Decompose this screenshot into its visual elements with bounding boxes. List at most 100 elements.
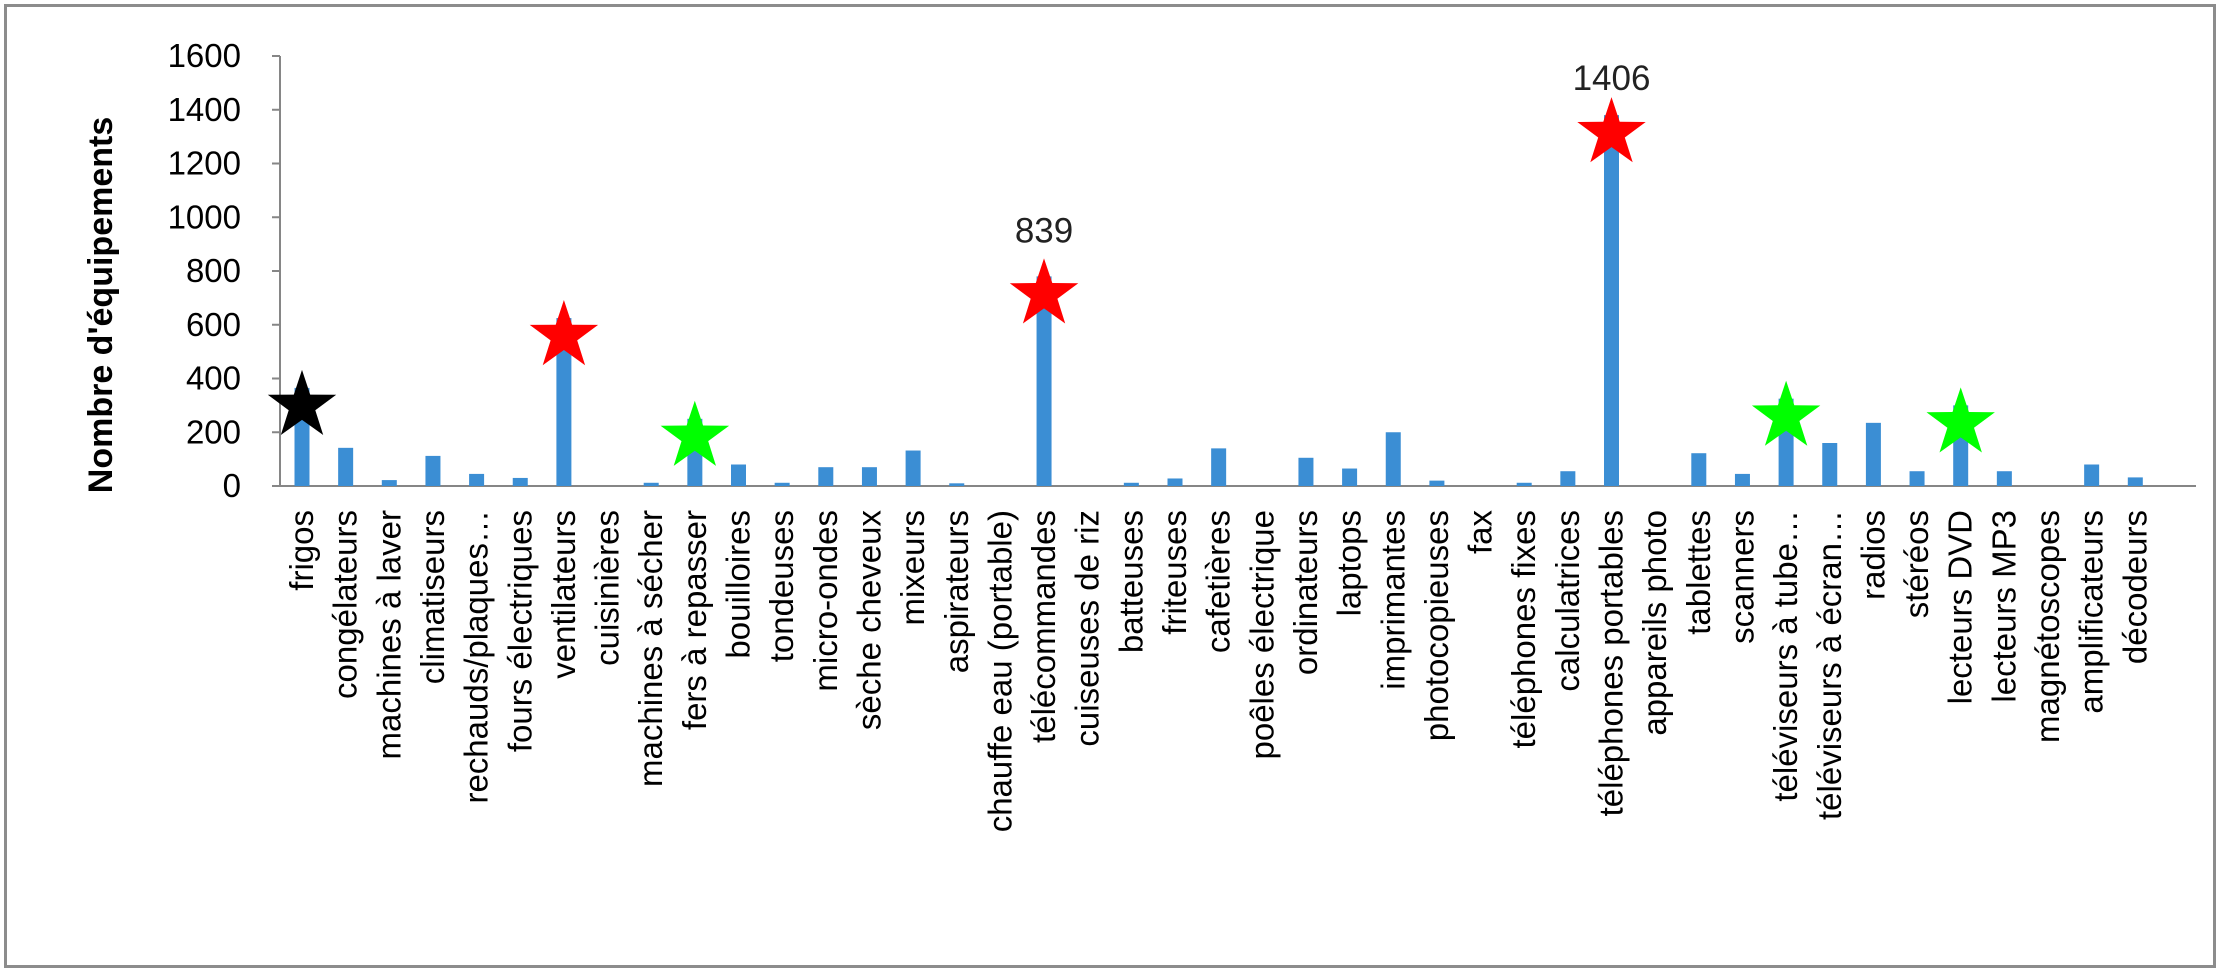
x-tick-label: téléphones fixes [1505, 510, 1542, 749]
x-tick-label: laptops [1331, 510, 1368, 616]
bar [2084, 464, 2100, 486]
bar [1604, 115, 1619, 486]
x-tick-label: friteuses [1156, 510, 1193, 635]
bar [905, 450, 921, 486]
star-marker [529, 300, 599, 366]
y-tick-label: 400 [186, 360, 241, 397]
star-marker [267, 369, 337, 435]
x-tick-label: lecteurs MP3 [1985, 510, 2022, 703]
star-marker [660, 400, 730, 466]
bar [425, 455, 441, 486]
x-tick-label: lecteurs DVD [1942, 510, 1979, 704]
x-tick-label: congélateurs [327, 510, 364, 699]
x-tick-label: téléviseurs à tube… [1767, 510, 1804, 802]
bar [1516, 482, 1532, 486]
x-tick-label: téléphones portables [1593, 510, 1630, 816]
x-tick-label: calculatrices [1549, 510, 1586, 692]
bar [949, 483, 965, 486]
y-tick-label: 800 [186, 252, 241, 289]
x-tick-label: cuisinières [589, 510, 626, 666]
x-tick-label: magnétoscopes [2029, 510, 2066, 743]
y-tick-label: 1000 [168, 198, 241, 235]
x-tick-label: fours électriques [501, 510, 538, 752]
y-axis-title: Nombre d'équipements [82, 117, 120, 493]
y-tick-label: 1200 [168, 145, 241, 182]
x-tick-label: photocopieuses [1418, 510, 1455, 741]
bar [1342, 468, 1358, 486]
x-tick-label: climatiseurs [414, 510, 451, 684]
data-label: 1406 [1573, 59, 1651, 98]
data-label: 839 [1015, 212, 1073, 251]
bar [818, 467, 834, 486]
x-tick-label: cuiseuses de riz [1069, 510, 1106, 747]
bar [381, 480, 397, 486]
bar [338, 447, 354, 486]
bar [1734, 473, 1750, 486]
x-tick-label: frigos [283, 510, 320, 591]
bar [1429, 480, 1445, 486]
y-tick-label: 600 [186, 306, 241, 343]
x-tick-label: stéréos [1898, 510, 1935, 618]
star-marker [1577, 97, 1646, 163]
bar [1211, 448, 1227, 486]
x-tick-label: tondeuses [763, 510, 800, 662]
x-tick-label: tablettes [1680, 510, 1717, 635]
x-tick-label: cafetières [1200, 510, 1237, 653]
x-tick-label: aspirateurs [938, 510, 975, 673]
x-tick-label: décodeurs [2116, 510, 2153, 664]
bar [1298, 457, 1314, 486]
x-tick-label: scanners [1723, 510, 1760, 644]
bar [512, 477, 528, 486]
x-tick-label: machines à sécher [632, 510, 669, 787]
y-tick-label: 1600 [168, 37, 241, 74]
x-tick-label: fax [1462, 510, 1499, 555]
x-tick-label: batteuses [1112, 510, 1149, 653]
bar [1909, 471, 1925, 486]
x-tick-label: machines à laver [370, 510, 407, 759]
x-tick-label: ordinateurs [1287, 510, 1324, 675]
bar [1167, 478, 1183, 486]
bar [1560, 471, 1576, 486]
bar [1691, 453, 1707, 486]
x-tick-label: télécommandes [1025, 510, 1062, 743]
bar [774, 482, 790, 486]
x-tick-label: rechauds/plaques… [458, 510, 495, 804]
x-tick-label: micro-ondes [807, 510, 844, 692]
x-tick-label: ventilateurs [545, 510, 582, 679]
x-axis-labels: frigos congélateurs machines à laver climat… [283, 510, 2153, 833]
bar [861, 467, 877, 486]
x-tick-label: bouilloires [720, 510, 757, 659]
x-tick-label: mixeurs [894, 510, 931, 626]
x-tick-label: imprimantes [1374, 510, 1411, 690]
bar [469, 473, 485, 486]
bar [1865, 422, 1881, 486]
y-tick-label: 1400 [168, 91, 241, 128]
bar [556, 318, 572, 486]
data-labels: 839 1406 [1015, 59, 1651, 250]
x-tick-label: téléviseurs à écran… [1811, 510, 1848, 820]
bar [1123, 482, 1139, 486]
x-tick-label: sèche cheveux [850, 510, 887, 731]
star-marker [1009, 258, 1079, 324]
x-tick-label: fers à repasser [676, 510, 713, 730]
bar [643, 482, 659, 486]
bar [731, 464, 746, 486]
bar [2127, 477, 2143, 486]
x-tick-label: poêles électrique [1243, 510, 1280, 760]
y-tick-label: 0 [223, 467, 241, 504]
y-axis: 0 200 400 600 800 1000 1200 1400 1600 [168, 37, 2196, 504]
bar [1385, 432, 1401, 486]
bar [1036, 276, 1052, 486]
star-markers [267, 97, 1995, 466]
bar [1996, 471, 2012, 486]
x-tick-label: chauffe eau (portable) [981, 510, 1018, 832]
x-tick-label: amplificateurs [2073, 510, 2110, 714]
x-tick-label: radios [1854, 510, 1891, 600]
star-marker [1751, 380, 1821, 446]
bar [1822, 443, 1838, 486]
bars [294, 115, 2143, 486]
y-tick-label: 200 [186, 413, 241, 450]
x-tick-label: appareils photo [1636, 510, 1673, 736]
star-marker [1926, 387, 1995, 453]
